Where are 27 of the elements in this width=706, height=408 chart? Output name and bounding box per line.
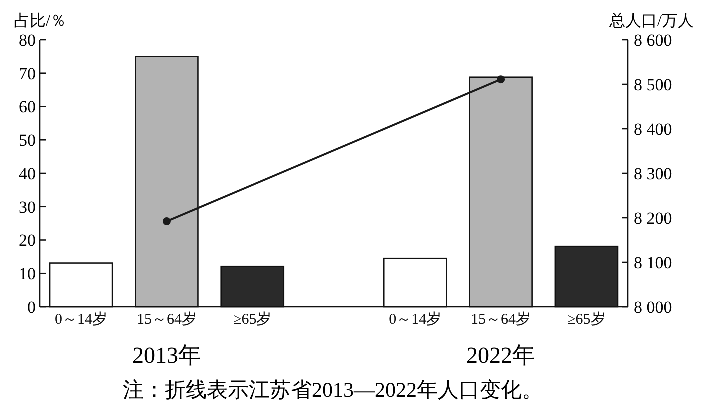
y2-tick-label: 8 000 <box>634 298 672 317</box>
text: 15～64岁 <box>471 312 532 328</box>
x-tick-label: 2013年 <box>132 343 202 368</box>
y2-axis-title: 总人口/万人 <box>608 12 694 30</box>
y2-tick-label: 8 400 <box>634 120 672 139</box>
y2-tick-label: 8 200 <box>634 208 672 228</box>
y-tick-label: 60 <box>19 98 36 117</box>
text: ≥65岁 <box>568 312 606 328</box>
y-tick-label: 20 <box>19 231 36 250</box>
y2-tick-label: 8 500 <box>634 75 672 94</box>
series-label: 0～14岁 <box>55 311 108 328</box>
y-tick-label: 30 <box>19 198 36 217</box>
text: 0～14岁 <box>389 312 442 328</box>
y-tick-label: 80 <box>19 30 36 50</box>
y2-tick-label: 8 100 <box>634 253 672 272</box>
text: 注：折线表示江苏省2013—2022年人口变化。 <box>123 378 543 402</box>
y-tick-label: 0 <box>28 298 36 317</box>
y-tick-label: 70 <box>19 64 36 84</box>
x-tick-label: 2022年 <box>466 343 536 368</box>
series-label: ≥65岁 <box>234 311 272 328</box>
y-tick-label: 40 <box>19 164 36 184</box>
y-axis-title: 占比/％ <box>14 12 66 30</box>
y-tick-label: 50 <box>19 131 36 150</box>
y-tick-label: 10 <box>19 264 36 284</box>
y2-tick-label: 8 300 <box>634 164 672 184</box>
series-label: 15～64岁 <box>136 311 197 328</box>
y2-tick-label: 8 600 <box>634 30 672 50</box>
